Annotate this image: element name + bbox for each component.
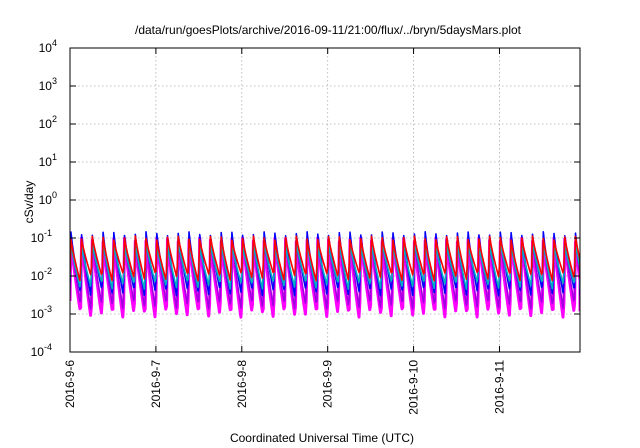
x-tick-label: 2016-9-9	[321, 360, 335, 408]
series-line	[70, 231, 580, 297]
x-tick-label: 2016-9-7	[149, 360, 163, 408]
y-tick-label: 10-3	[31, 304, 52, 321]
series-line	[70, 241, 580, 290]
y-tick-label: 102	[39, 114, 57, 131]
x-axis-label: Coordinated Universal Time (UTC)	[230, 431, 414, 445]
y-tick-label: 101	[39, 152, 57, 169]
x-tick-label: 2016-9-6	[63, 360, 77, 408]
y-axis-label: cSv/day	[22, 181, 36, 224]
x-tick-label: 2016-9-11	[492, 360, 506, 414]
x-tick-label: 2016-9-8	[235, 360, 249, 408]
y-tick-label: 10-1	[31, 228, 52, 245]
y-tick-label: 100	[39, 190, 57, 207]
series-layer	[70, 231, 580, 319]
y-tick-labels: 10-4 10-3 10-2 10-1 100 101 102 103 104	[31, 38, 57, 359]
y-tick-label: 104	[39, 38, 57, 55]
y-tick-label: 10-2	[31, 266, 52, 283]
y-tick-label: 10-4	[31, 342, 52, 359]
x-tick-label: 2016-9-10	[407, 360, 421, 415]
chart-title: /data/run/goesPlots/archive/2016-09-11/2…	[135, 23, 522, 37]
y-tick-label: 103	[39, 76, 57, 93]
ticks	[69, 47, 580, 353]
series-line	[70, 235, 580, 282]
series-line	[70, 235, 580, 310]
x-tick-labels: 2016-9-6 2016-9-7 2016-9-8 2016-9-9 2016-9-1…	[63, 360, 506, 415]
